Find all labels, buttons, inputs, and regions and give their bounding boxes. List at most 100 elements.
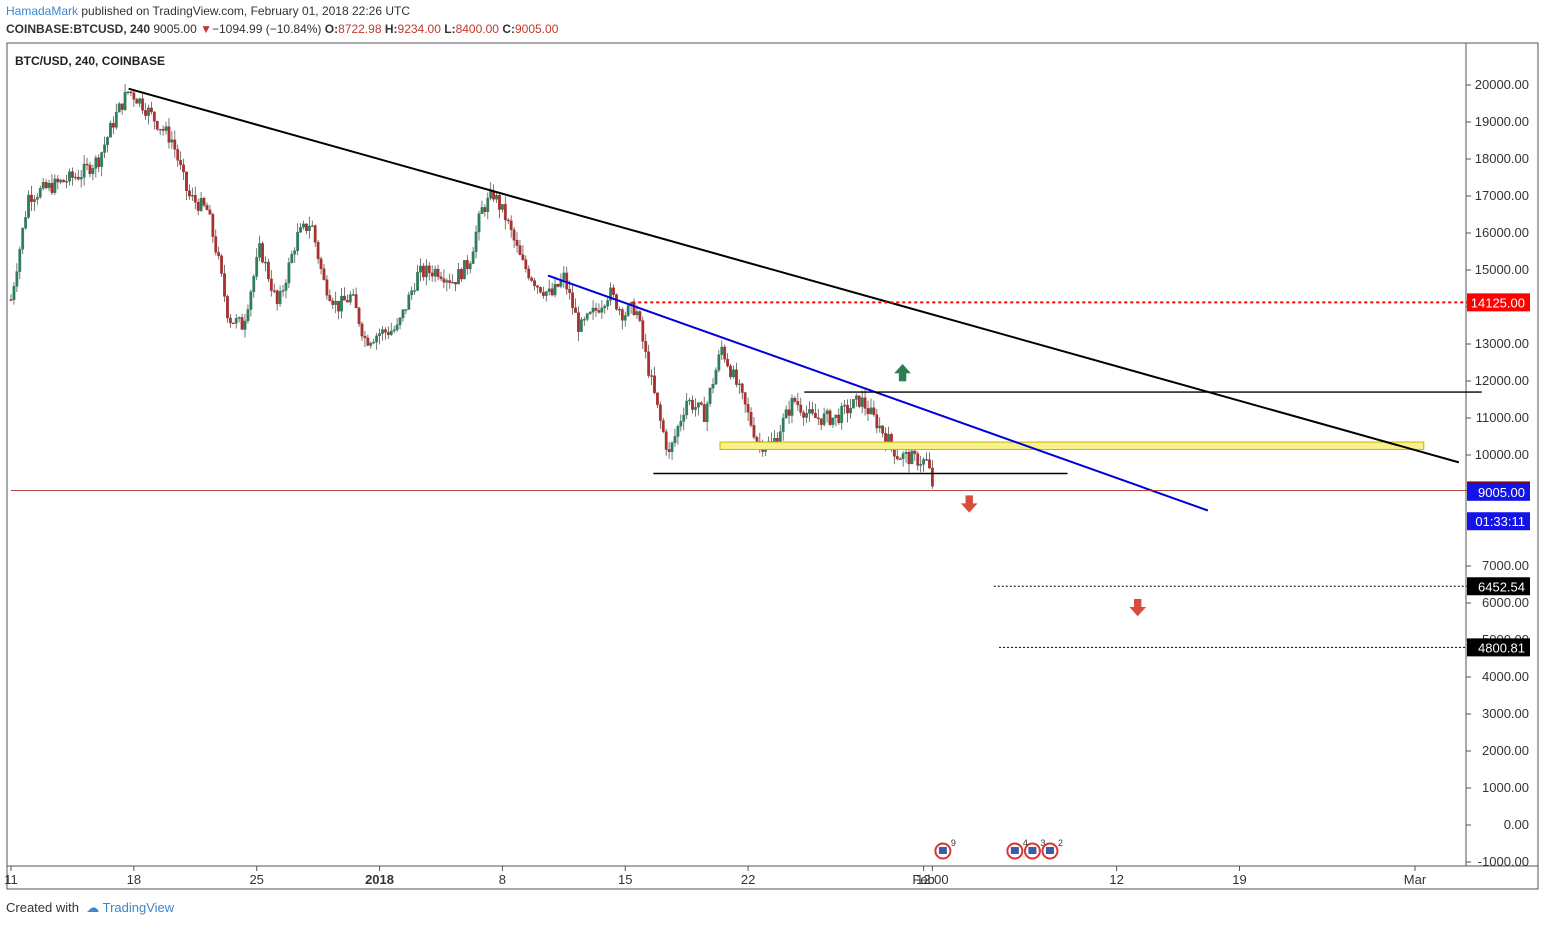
candle-body <box>126 91 130 93</box>
candle-body <box>489 190 493 199</box>
candle-body <box>152 111 156 122</box>
candle-body <box>863 397 867 409</box>
candle-body <box>480 207 484 214</box>
candle-body <box>44 182 48 189</box>
x-tick-label: Mar <box>1404 872 1427 887</box>
x-tick-label: 2018 <box>365 872 394 887</box>
candle-body <box>132 92 136 100</box>
candle-body <box>226 296 229 319</box>
candle-body <box>94 157 98 169</box>
low-value: 8400.00 <box>455 22 499 36</box>
candle-body <box>41 182 45 189</box>
candle-body <box>910 450 914 465</box>
y-tick-label: 1000.00 <box>1482 780 1529 795</box>
candle-body <box>749 412 753 426</box>
last-value: 9005.00 <box>153 22 197 36</box>
x-tick-label: 12:00 <box>916 872 949 887</box>
candle-body <box>264 261 267 264</box>
candle-body <box>699 402 703 405</box>
y-tick-label: 2000.00 <box>1482 743 1529 758</box>
y-tick-label: 4000.00 <box>1482 669 1529 684</box>
candle-body <box>267 261 270 280</box>
candle-body <box>556 284 560 287</box>
candle-body <box>527 268 531 279</box>
candle-body <box>91 168 95 174</box>
candle-body <box>661 420 665 432</box>
candle-body <box>97 157 101 167</box>
candle-body <box>840 405 844 424</box>
candle-body <box>392 329 396 332</box>
candle-body <box>193 195 197 203</box>
candle-body <box>477 213 481 233</box>
author-link[interactable]: HamadaMark <box>6 4 79 18</box>
candle-body <box>784 409 788 419</box>
candle-body <box>237 317 241 319</box>
candles-group <box>9 84 934 489</box>
candle-body <box>12 286 16 300</box>
candle-body <box>79 177 83 180</box>
footer: Created with ☁ TradingView <box>6 900 174 916</box>
candle-body <box>117 103 121 113</box>
y-tick-label: 7000.00 <box>1482 558 1529 573</box>
candle-body <box>243 320 247 330</box>
candle-body <box>773 438 776 442</box>
candle-body <box>71 171 74 178</box>
candle-body <box>62 179 66 183</box>
candle-body <box>416 271 419 291</box>
candle-body <box>866 408 870 415</box>
y-tick-label: 11000.00 <box>1476 410 1529 425</box>
candle-body <box>740 383 744 393</box>
candle-body <box>930 467 934 487</box>
candle-body <box>775 438 779 442</box>
candle-body <box>305 223 308 232</box>
candle-body <box>173 139 177 150</box>
candle-body <box>369 342 373 346</box>
arrows-group <box>892 363 1148 618</box>
candle-body <box>533 280 536 287</box>
candle-body <box>676 426 680 437</box>
candle-body <box>170 139 174 143</box>
event-count: 9 <box>951 838 956 848</box>
candle-body <box>138 98 142 104</box>
candle-body <box>781 417 785 432</box>
candle-body <box>612 287 615 295</box>
candle-body <box>275 290 279 304</box>
candle-body <box>895 456 899 460</box>
candle-body <box>928 459 931 469</box>
candle-body <box>149 107 153 113</box>
green-up-arrow <box>892 363 913 382</box>
target2-label-text: 4800.81 <box>1478 640 1525 655</box>
yellow-support-zone <box>719 441 1425 450</box>
candle-body <box>667 449 671 452</box>
candle-body <box>465 260 469 270</box>
candle-body <box>24 217 28 229</box>
candle-body <box>641 320 645 342</box>
down-triangle-icon: ▼ <box>200 22 212 36</box>
y-tick-label: 12000.00 <box>1475 373 1529 388</box>
candle-body <box>743 392 747 405</box>
candle-body <box>793 397 797 402</box>
candle-body <box>843 404 847 407</box>
candle-body <box>638 311 642 321</box>
candle-body <box>386 332 390 336</box>
candle-body <box>594 307 598 311</box>
candle-body <box>246 309 250 322</box>
change-value: −1094.99 (−10.84%) <box>212 22 322 36</box>
candle-body <box>913 450 917 454</box>
candle-body <box>129 91 133 93</box>
candle-body <box>831 417 835 425</box>
chart-frame <box>6 42 1539 890</box>
candle-body <box>503 204 507 221</box>
candle-body <box>650 375 653 377</box>
candle-body <box>688 399 692 402</box>
tradingview-link[interactable]: TradingView <box>102 900 175 915</box>
candle-body <box>345 300 349 303</box>
event-count: 4 <box>1023 838 1028 848</box>
candle-body <box>357 307 361 325</box>
candle-body <box>597 310 601 313</box>
candle-body <box>366 337 370 346</box>
candle-body <box>869 407 873 415</box>
candle-body <box>27 194 30 218</box>
open-value: 8722.98 <box>338 22 382 36</box>
